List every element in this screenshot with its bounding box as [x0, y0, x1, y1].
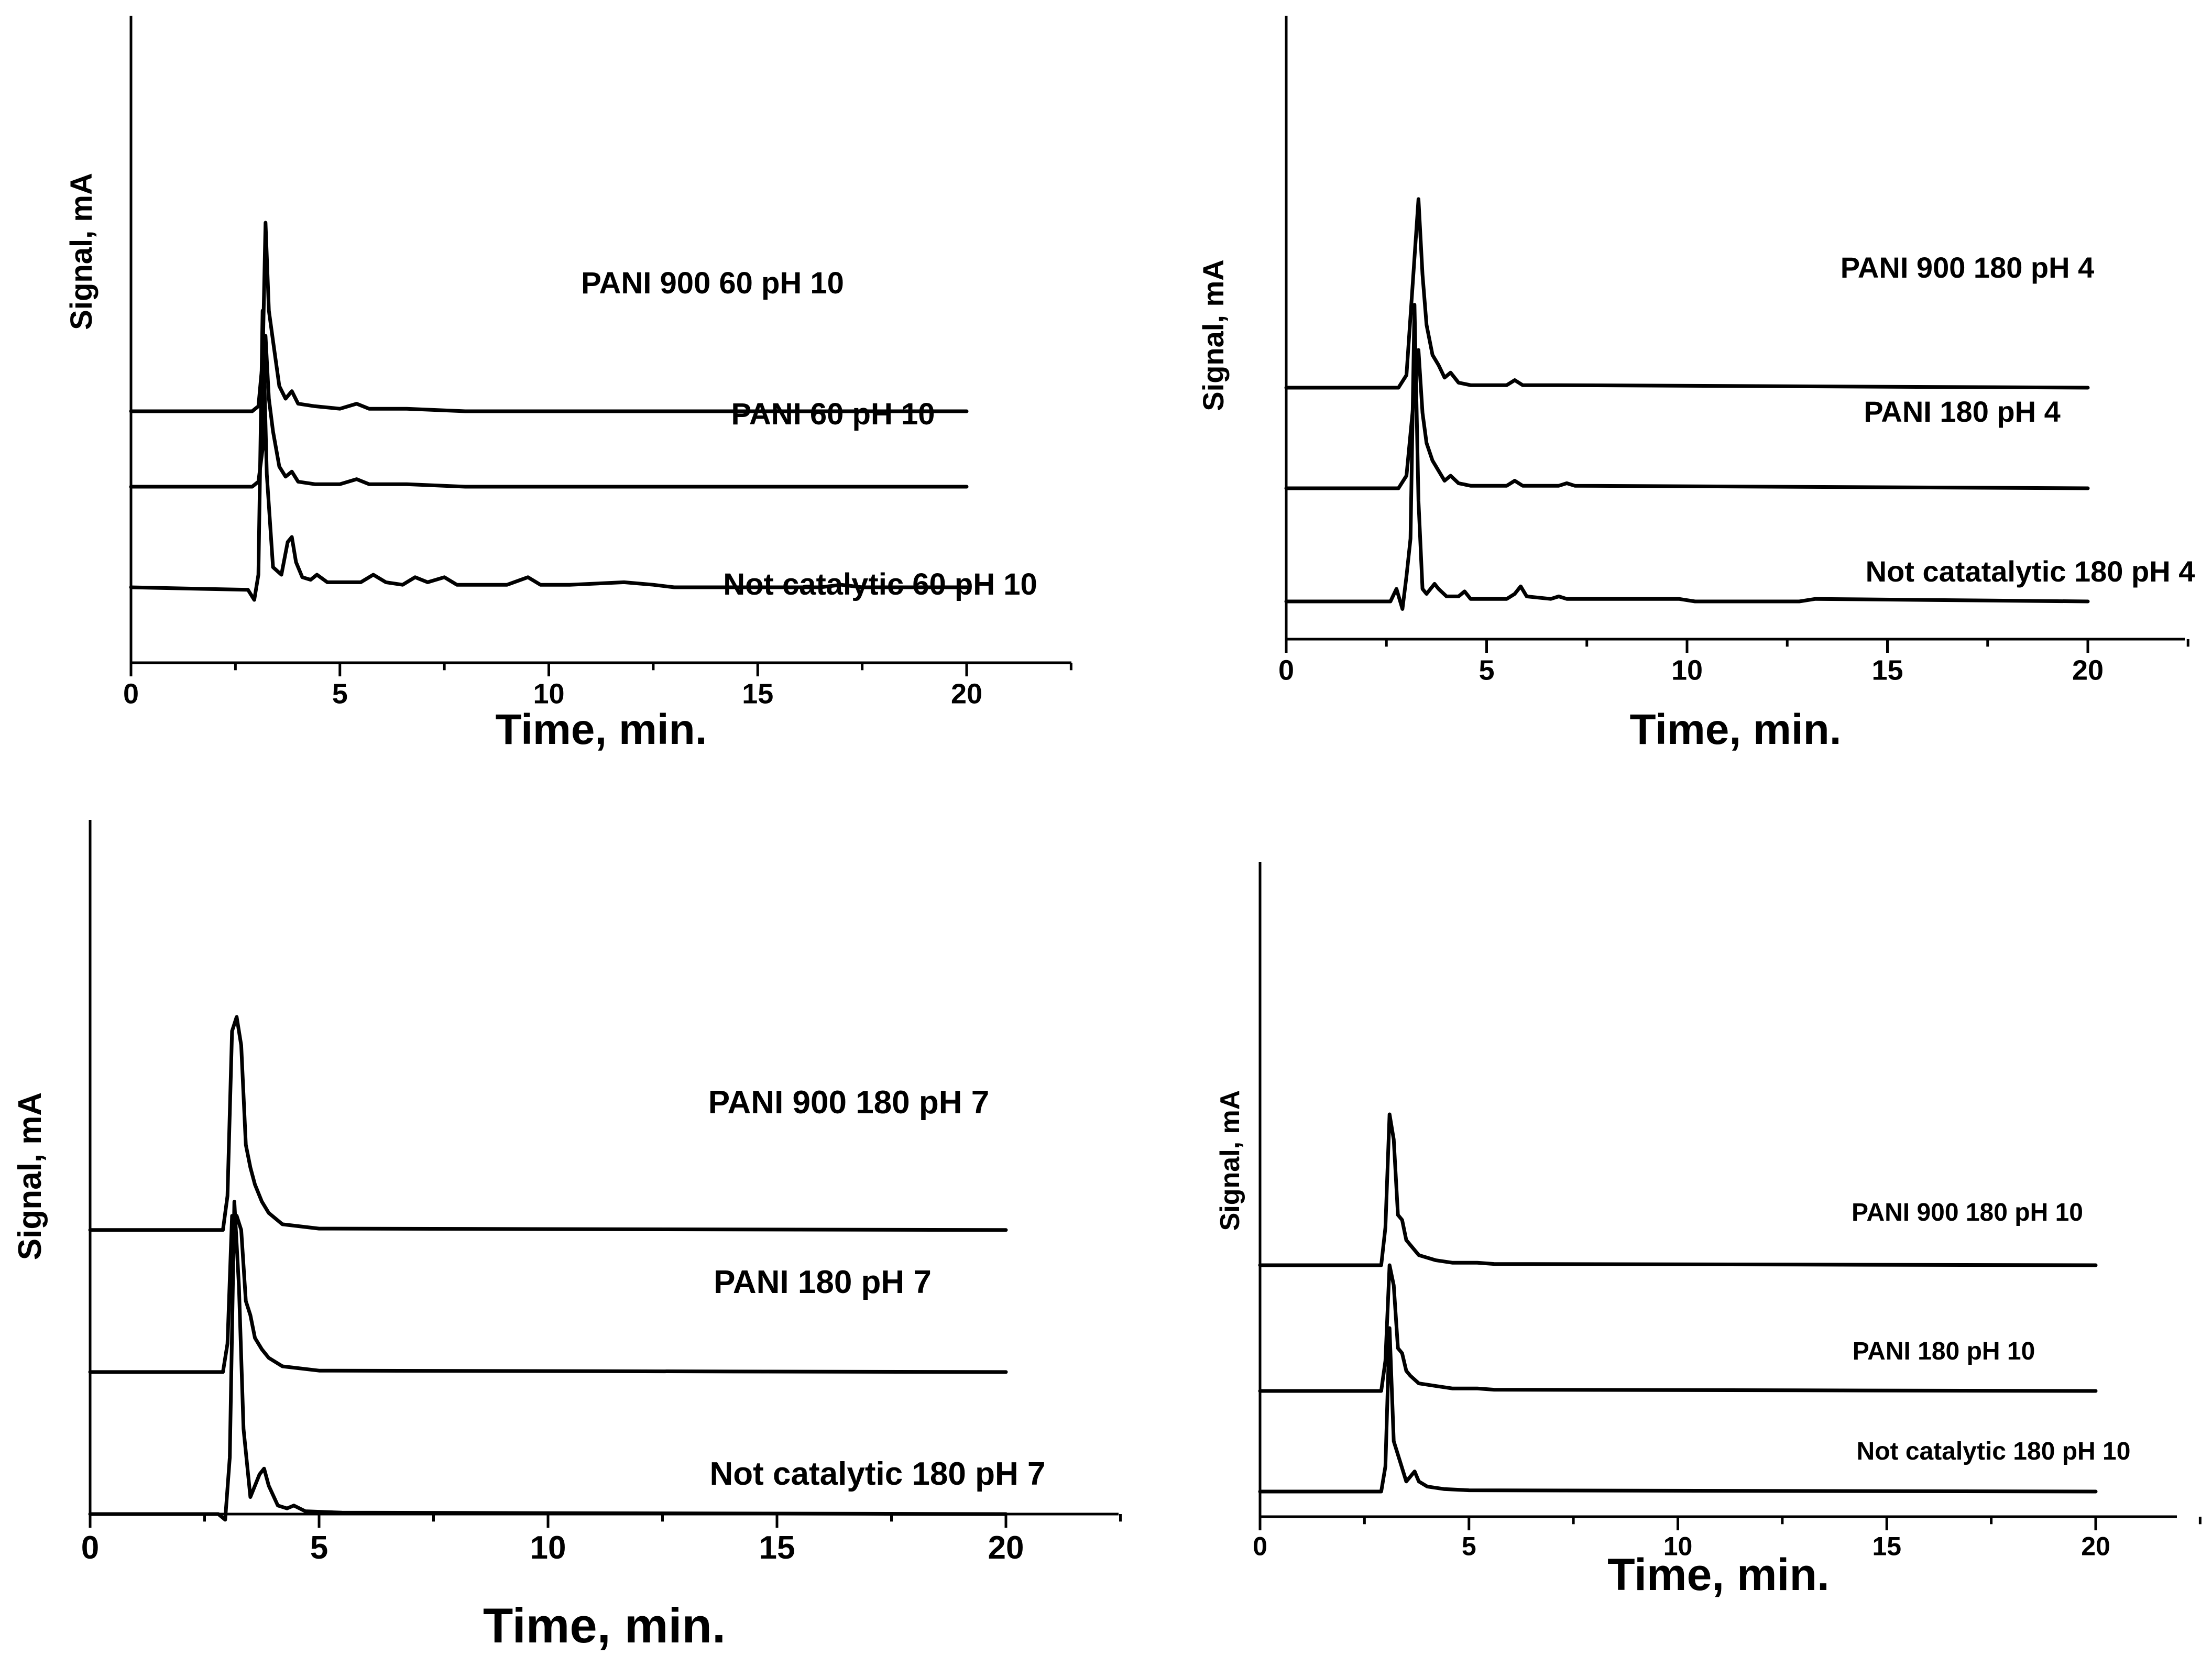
y-axis-title: Signal, mA — [64, 173, 98, 330]
series-label: PANI 900 60 pH 10 — [581, 266, 844, 300]
x-tick-label: 15 — [1871, 654, 1903, 686]
series-trace — [129, 309, 969, 602]
x-axis-title: Time, min. — [483, 1598, 726, 1653]
series-label: Not catalytic 180 pH 7 — [710, 1456, 1046, 1492]
x-tick-label: 5 — [310, 1530, 328, 1566]
x-tick-label: 10 — [533, 678, 564, 709]
x-tick-label: 0 — [1253, 1532, 1267, 1561]
series-label: PANI 900 180 pH 4 — [1841, 251, 2095, 284]
x-tick-label: 20 — [988, 1530, 1024, 1566]
series-label: PANI 900 180 pH 10 — [1852, 1199, 2083, 1226]
panel-background — [0, 0, 1163, 765]
x-tick-label: 20 — [951, 678, 982, 709]
x-axis-title: Time, min. — [1629, 706, 1841, 753]
series-label: Not catatalytic 180 pH 4 — [1866, 555, 2195, 588]
series-label: PANI 180 pH 7 — [714, 1264, 932, 1300]
series-trace — [88, 1200, 1008, 1522]
series-label: Not catalytic 60 pH 10 — [723, 567, 1037, 601]
x-tick-label: 0 — [81, 1530, 99, 1566]
series-label: PANI 60 pH 10 — [731, 397, 935, 431]
chart-panel-bottom-left: 0 5 10 15 20 Time, min. Signal, mA PANI 900 180… — [0, 766, 1164, 1666]
series-trace — [1258, 1263, 2098, 1393]
chart-panel-top-left: 0 5 10 15 20 Time, min. Signal, mA PANI 900 60 … — [0, 0, 1163, 765]
x-tick-label: 10 — [530, 1530, 566, 1566]
y-axis-title: Signal, mA — [1215, 1090, 1245, 1231]
chart-panel-bottom-right: 0 5 10 15 20 Time, min. Signal, mA PANI 900 180… — [1164, 766, 2212, 1666]
panel-background — [0, 766, 1164, 1666]
y-axis-title: Signal, mA — [12, 1092, 48, 1260]
x-axis-title: Time, min. — [495, 706, 707, 753]
series-label: Not catalytic 180 pH 10 — [1857, 1438, 2131, 1465]
x-tick-label: 5 — [1479, 654, 1494, 686]
x-tick-label: 15 — [759, 1530, 795, 1566]
series-label: PANI 900 180 pH 7 — [708, 1084, 989, 1121]
series-trace — [1284, 303, 2090, 611]
x-tick-label: 15 — [1872, 1532, 1901, 1561]
series-label: PANI 180 pH 4 — [1864, 395, 2061, 428]
series-trace — [1258, 1112, 2098, 1267]
x-axis-title: Time, min. — [1607, 1550, 1830, 1600]
x-tick-label: 5 — [332, 678, 348, 709]
panel-background — [1164, 0, 2212, 765]
y-axis-title: Signal, mA — [1197, 259, 1230, 411]
series-trace — [88, 1214, 1008, 1374]
series-trace — [1258, 1326, 2098, 1494]
series-trace — [88, 1015, 1008, 1232]
x-tick-label: 15 — [742, 678, 773, 709]
series-trace — [1284, 197, 2090, 390]
x-tick-label: 20 — [2072, 654, 2104, 686]
chart-panel-top-right: 0 5 10 15 20 Time, min. Signal, mA PANI 900 180… — [1164, 0, 2212, 765]
x-tick-label: 10 — [1663, 1532, 1693, 1561]
x-tick-label: 5 — [1462, 1532, 1476, 1561]
series-label: PANI 180 pH 10 — [1853, 1338, 2035, 1365]
x-tick-label: 0 — [123, 678, 139, 709]
x-tick-label: 10 — [1671, 654, 1703, 686]
x-tick-label: 0 — [1278, 654, 1294, 686]
x-tick-label: 20 — [2081, 1532, 2110, 1561]
